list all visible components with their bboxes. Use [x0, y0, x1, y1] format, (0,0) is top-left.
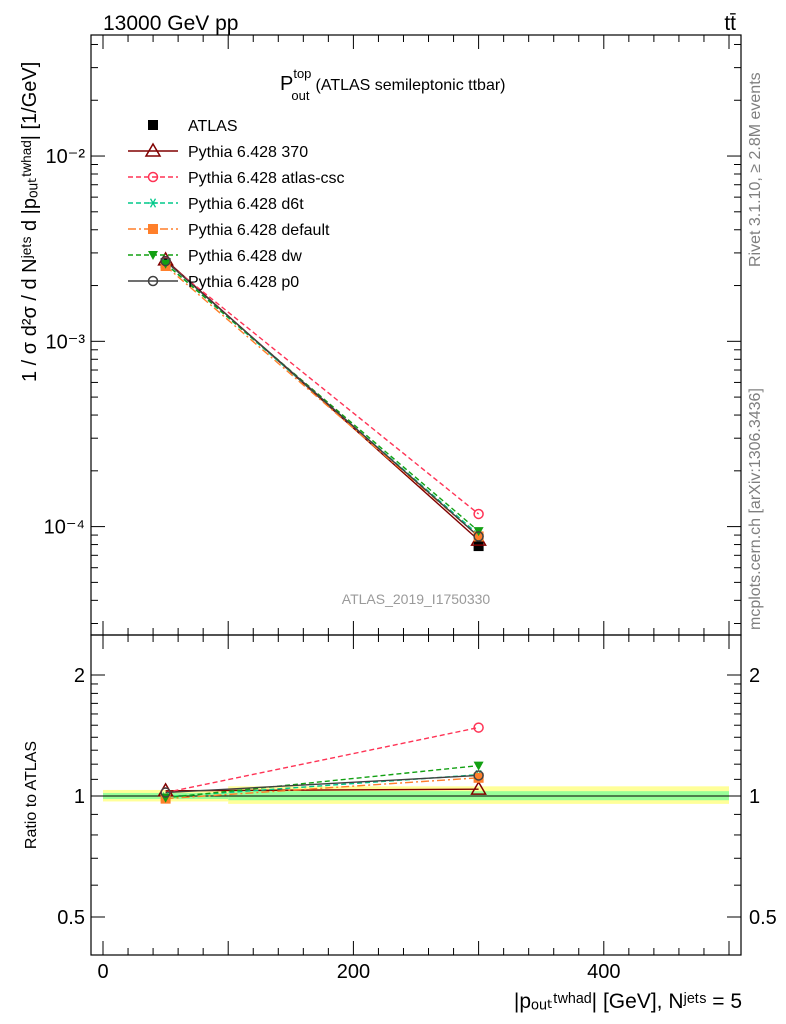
legend: ATLAS Pythia 6.428 370 Pythia 6.428 atlas-… [128, 118, 345, 291]
main-series-line-2 [165, 261, 480, 515]
ratio-point-5 [160, 787, 171, 798]
main-title-symbol: P [280, 73, 293, 95]
ratio-plot-frame [90, 634, 742, 956]
ratio-y-tick-label-right: 0.5 [749, 907, 777, 929]
main-series-line-6 [165, 260, 480, 537]
ratio-series-line-4 [165, 764, 479, 799]
ratio-y-axis-label: Ratio to ATLAS [23, 741, 40, 849]
x-tick-label: 400 [587, 961, 620, 983]
legend-label-2: Pythia 6.428 atlas-csc [188, 170, 345, 187]
legend-entry-4: Pythia 6.428 default [128, 222, 330, 239]
ratio-y-tick-label: 1 [74, 786, 85, 808]
main-point-6 [473, 531, 484, 542]
ratio-series-line-5 [165, 774, 479, 794]
main-series-line-5 [165, 263, 480, 532]
main-title-sub: out [291, 88, 309, 103]
main-y-tick-label: 10⁻² [46, 146, 86, 168]
header-process: tt̄ [724, 12, 736, 35]
legend-marker-5 [148, 251, 158, 260]
main-y-axis-label: 1 / σ d²σ / d Nʲᵉᵗˢ d |pₒᵤₜᵗʷʰᵃᵈ| [1/GeV… [19, 62, 41, 382]
ratio-series-line-0 [165, 788, 479, 792]
legend-marker-6 [147, 275, 159, 287]
ratio-point-3 [473, 772, 484, 783]
main-point-0 [473, 541, 484, 552]
ratio-y-tick-label: 2 [74, 665, 85, 687]
main-point-2 [473, 508, 484, 520]
legend-label-0: ATLAS [188, 118, 238, 135]
ratio-y-tick-label-right: 1 [749, 786, 760, 808]
mcplots-label: mcplots.cern.ch [arXiv:1306.3436] [747, 388, 764, 630]
main-series-line-3 [165, 262, 480, 536]
main-y-tick-label: 10⁻³ [46, 331, 86, 353]
rivet-label: Rivet 3.1.10, ≥ 2.8M events [747, 72, 764, 267]
legend-label-1: Pythia 6.428 370 [188, 144, 308, 161]
ratio-series-markers [157, 722, 487, 804]
ratio-point-5 [473, 770, 484, 781]
legend-entry-0: ATLAS [148, 118, 238, 135]
x-tick-label: 200 [337, 961, 370, 983]
legend-label-3: Pythia 6.428 d6t [188, 196, 304, 213]
main-point-5 [160, 259, 171, 269]
legend-label-4: Pythia 6.428 default [188, 222, 330, 239]
main-point-6 [160, 255, 171, 267]
legend-marker-2 [147, 171, 159, 183]
legend-label-6: Pythia 6.428 p0 [188, 274, 299, 291]
legend-marker-4 [148, 224, 158, 234]
x-axis-label: |pₒᵤₜᵗʷʰᵃᵈ| [GeV], Nʲᵉᵗˢ = 5 [514, 990, 742, 1013]
main-title: Ptop out (ATLAS semileptonic ttbar) [280, 66, 506, 103]
main-y-tick-label: 10⁻⁴ [44, 517, 85, 539]
main-series-markers [157, 251, 487, 552]
legend-marker-3 [148, 198, 158, 208]
main-title-sup: top [293, 66, 311, 81]
ratio-y-tick-label: 0.5 [57, 907, 85, 929]
main-point-4 [473, 531, 484, 542]
ratio-point-1 [473, 722, 484, 733]
ratio-point-4 [473, 761, 484, 771]
analysis-watermark: ATLAS_2019_I1750330 [342, 591, 491, 607]
legend-entry-6: Pythia 6.428 p0 [128, 274, 299, 291]
main-ticks: 10⁻⁴ 10⁻³ 10⁻² [44, 35, 741, 635]
legend-label-5: Pythia 6.428 dw [188, 248, 302, 265]
ratio-ticks: 0.5 0.5 1 1 2 2 0 200 400 [57, 635, 777, 983]
legend-entry-2: Pythia 6.428 atlas-csc [128, 170, 345, 187]
ratio-point-0 [470, 780, 487, 795]
main-series-lines [165, 259, 480, 541]
legend-entry-1: Pythia 6.428 370 [128, 142, 308, 161]
ratio-series-lines [165, 726, 479, 800]
legend-marker-1 [144, 142, 162, 157]
ratio-series-line-3 [165, 777, 479, 800]
main-title-suffix: (ATLAS semileptonic ttbar) [316, 77, 506, 94]
legend-entry-3: Pythia 6.428 d6t [128, 196, 304, 213]
main-series-line-4 [165, 265, 480, 537]
ratio-y-tick-label-right: 2 [749, 665, 760, 687]
legend-marker-0 [148, 120, 158, 130]
ratio-series-line-2 [165, 773, 479, 798]
header-energy: 13000 GeV pp [103, 12, 238, 35]
x-tick-label: 0 [97, 961, 108, 983]
legend-entry-5: Pythia 6.428 dw [128, 248, 302, 265]
ratio-series-line-1 [165, 726, 479, 794]
